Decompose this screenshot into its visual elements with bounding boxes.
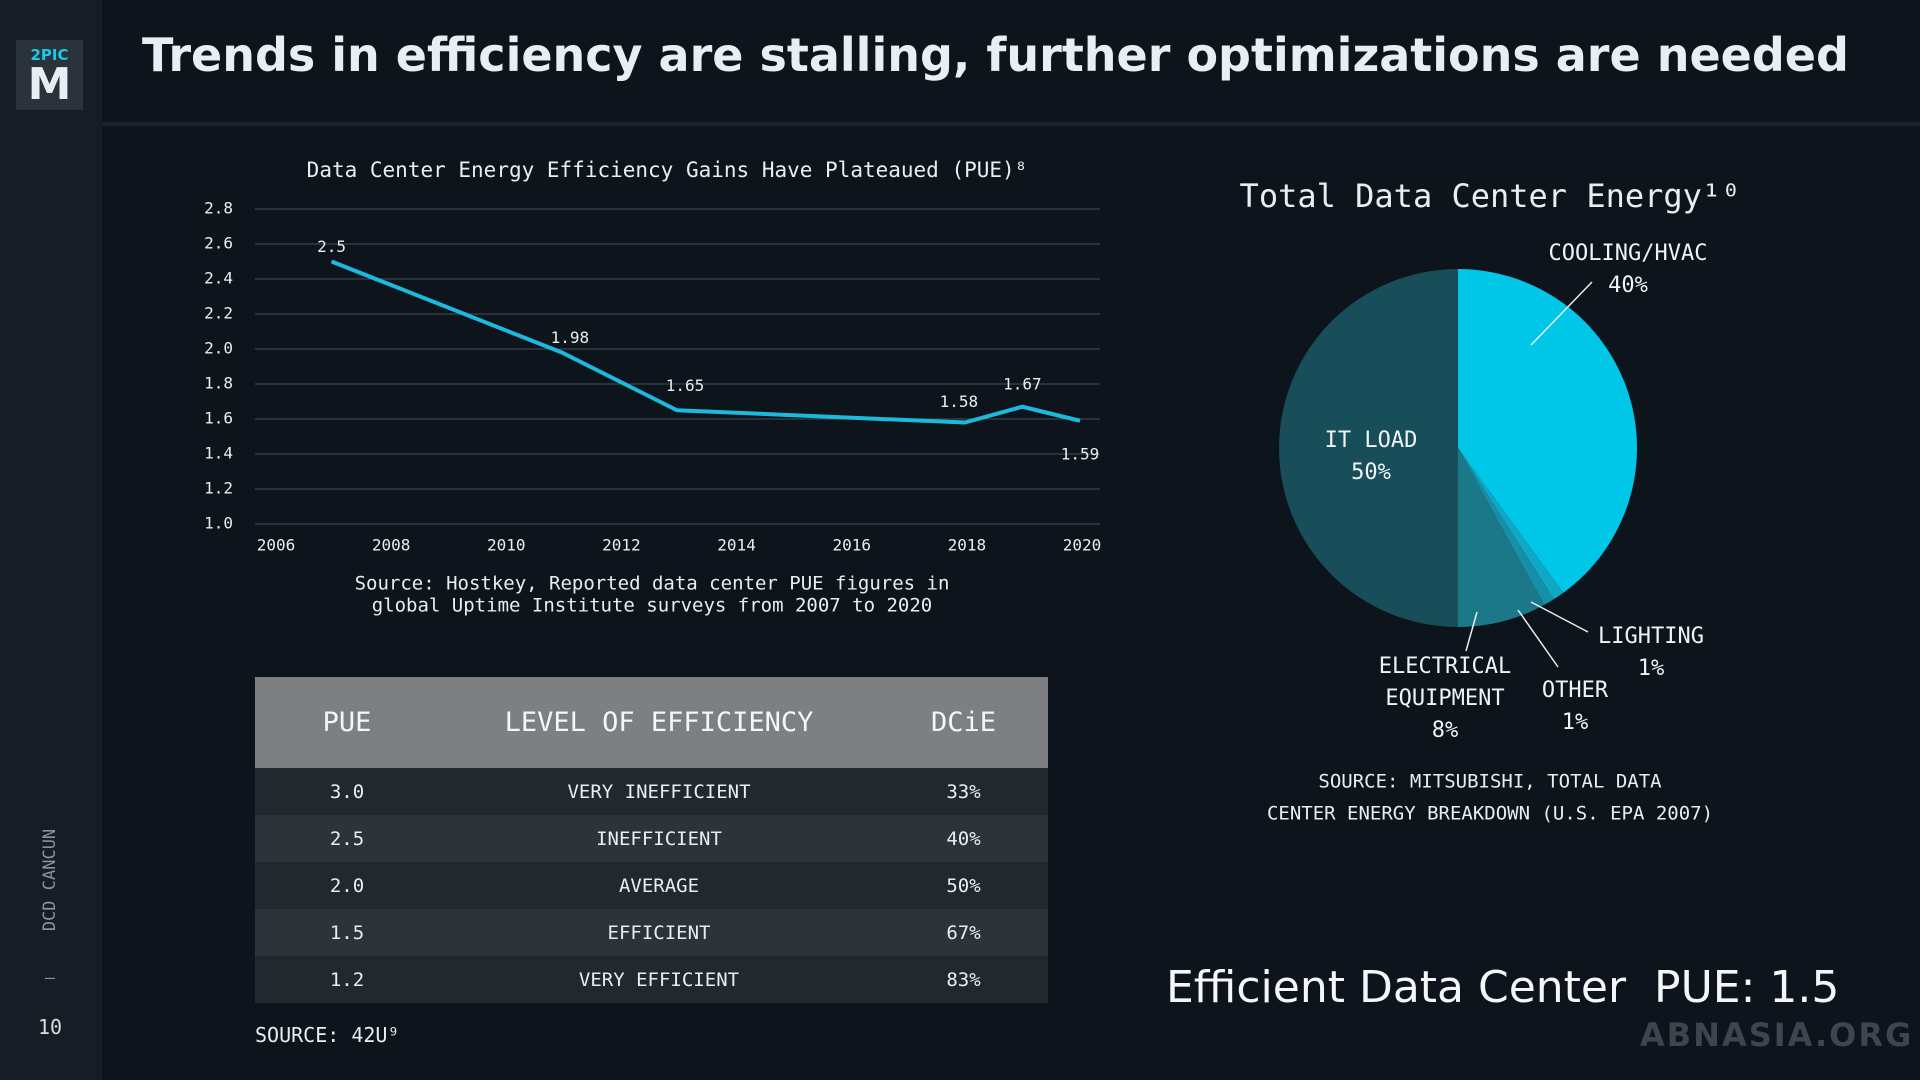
pie-label: OTHER 1% — [1515, 675, 1635, 739]
pie-label: COOLING/HVAC 40% — [1513, 238, 1743, 302]
y-tick-label: 1.6 — [204, 409, 233, 428]
table-cell: 40% — [946, 827, 981, 850]
separator: — — [44, 968, 56, 988]
slide-title: Trends in efficiency are stalling, furth… — [142, 28, 1849, 82]
table-cell: 3.0 — [329, 780, 365, 803]
x-tick-label: 2016 — [832, 536, 871, 555]
sidebar: 2PIC M DCD CANCUN — 10 — [0, 0, 102, 1080]
pie-value-label: 1% — [1637, 656, 1665, 681]
table-cell: EFFICIENT — [607, 921, 711, 944]
data-label: 1.67 — [1003, 374, 1042, 393]
x-tick-label: 2008 — [372, 536, 411, 555]
table-cell: VERY INEFFICIENT — [567, 780, 751, 803]
leader-line — [1530, 601, 1589, 633]
y-tick-label: 2.0 — [204, 339, 233, 358]
x-tick-label: 2010 — [487, 536, 526, 555]
table-cell: 1.2 — [329, 968, 365, 991]
table-header: PUE LEVEL OF EFFICIENCY DCiE — [255, 677, 1048, 768]
x-tick-label: 2014 — [717, 536, 756, 555]
data-label: 1.59 — [1061, 444, 1100, 463]
column-header: PUE — [322, 707, 372, 738]
pie-label: LIGHTING 1% — [1536, 621, 1766, 685]
table-cell: INEFFICIENT — [596, 827, 722, 850]
watermark: ABNASIA.ORG — [1640, 1016, 1914, 1054]
logo-top: 2PIC — [30, 46, 69, 64]
table-cell: VERY EFFICIENT — [578, 968, 740, 991]
pie-slice — [1279, 269, 1458, 627]
page-number: 10 — [37, 1015, 63, 1039]
callout: Efficient Data Center PUE: 1.5 — [1166, 962, 1840, 1013]
chart-source: global Uptime Institute surveys from 200… — [372, 595, 933, 617]
pie-category: LIGHTING — [1598, 624, 1704, 649]
y-tick-label: 1.4 — [204, 444, 233, 463]
table-cell: 83% — [946, 968, 981, 991]
y-tick-label: 2.8 — [204, 199, 233, 218]
pie-slice — [1458, 448, 1564, 600]
x-tick-label: 2018 — [948, 536, 987, 555]
table-cell: 1.5 — [329, 921, 365, 944]
chart-source: SOURCE: MITSUBISHI, TOTAL DATA — [1318, 771, 1662, 793]
data-label: 1.98 — [551, 328, 590, 347]
data-label: 2.5 — [317, 237, 346, 256]
pie-category: IT LOAD — [1324, 428, 1418, 453]
leader-line — [1465, 611, 1478, 652]
logo: 2PIC M — [16, 40, 83, 110]
pie-value-label: 40% — [1608, 273, 1648, 298]
pie-value-label: 1% — [1561, 710, 1589, 735]
pie-category: ELECTRICAL EQUIPMENT — [1378, 654, 1512, 711]
table-cell: AVERAGE — [618, 874, 700, 897]
table-row: 2.0 AVERAGE 50% — [255, 862, 1048, 909]
y-tick-label: 1.8 — [204, 374, 233, 393]
logo-letter: M — [27, 59, 72, 110]
y-tick-label: 1.2 — [204, 479, 233, 498]
pie-slice — [1458, 448, 1545, 627]
x-tick-label: 2006 — [257, 536, 296, 555]
table-cell: 33% — [946, 780, 981, 803]
y-tick-label: 1.0 — [204, 514, 233, 533]
line-series — [330, 259, 1081, 425]
table-row: 3.0 VERY INEFFICIENT 33% — [255, 768, 1048, 815]
pie-category: OTHER — [1541, 678, 1609, 703]
pie-slice — [1458, 269, 1637, 593]
table-row: 1.2 VERY EFFICIENT 83% — [255, 956, 1048, 1003]
table-body: 3.0 VERY INEFFICIENT 33% 2.5 INEFFICIENT 40% 2… — [255, 768, 1048, 1003]
y-tick-label: 2.2 — [204, 304, 233, 323]
data-label: 1.58 — [940, 392, 979, 411]
efficiency-table: PUE LEVEL OF EFFICIENCY DCiE 3.0 VERY INE… — [255, 677, 1048, 1003]
table-cell: 2.5 — [329, 827, 365, 850]
leader-line — [1530, 281, 1593, 346]
table-source: SOURCE: 42U⁹ — [255, 1023, 400, 1047]
pie-value-label: 8% — [1431, 718, 1459, 743]
header — [102, 0, 1920, 126]
y-tick-label: 2.6 — [204, 234, 233, 253]
table-cell: 67% — [946, 921, 981, 944]
pie-label: IT LOAD 50% — [1271, 425, 1471, 489]
pie-label: ELECTRICAL EQUIPMENT 8% — [1360, 651, 1530, 747]
x-tick-label: 2020 — [1063, 536, 1102, 555]
table-row: 2.5 INEFFICIENT 40% — [255, 815, 1048, 862]
column-header: DCiE — [930, 707, 997, 738]
column-header: LEVEL OF EFFICIENCY — [504, 707, 814, 738]
pie-slice — [1458, 448, 1554, 605]
chart-title: Data Center Energy Efficiency Gains Have… — [307, 158, 1028, 182]
chart-source: Source: Hostkey, Reported data center PU… — [355, 573, 950, 595]
chart-title: Total Data Center Energy¹⁰ — [1240, 177, 1741, 215]
pie-value-label: 50% — [1351, 460, 1391, 485]
table-cell: 2.0 — [329, 874, 365, 897]
chart-source: CENTER ENERGY BREAKDOWN (U.S. EPA 2007) — [1267, 803, 1713, 825]
table-row: 1.5 EFFICIENT 67% — [255, 909, 1048, 956]
y-tick-label: 2.4 — [204, 269, 233, 288]
x-tick-label: 2012 — [602, 536, 641, 555]
data-label: 1.65 — [666, 376, 705, 395]
table-cell: 50% — [946, 874, 981, 897]
leader-line — [1517, 609, 1559, 668]
pie-category: COOLING/HVAC — [1548, 241, 1708, 266]
